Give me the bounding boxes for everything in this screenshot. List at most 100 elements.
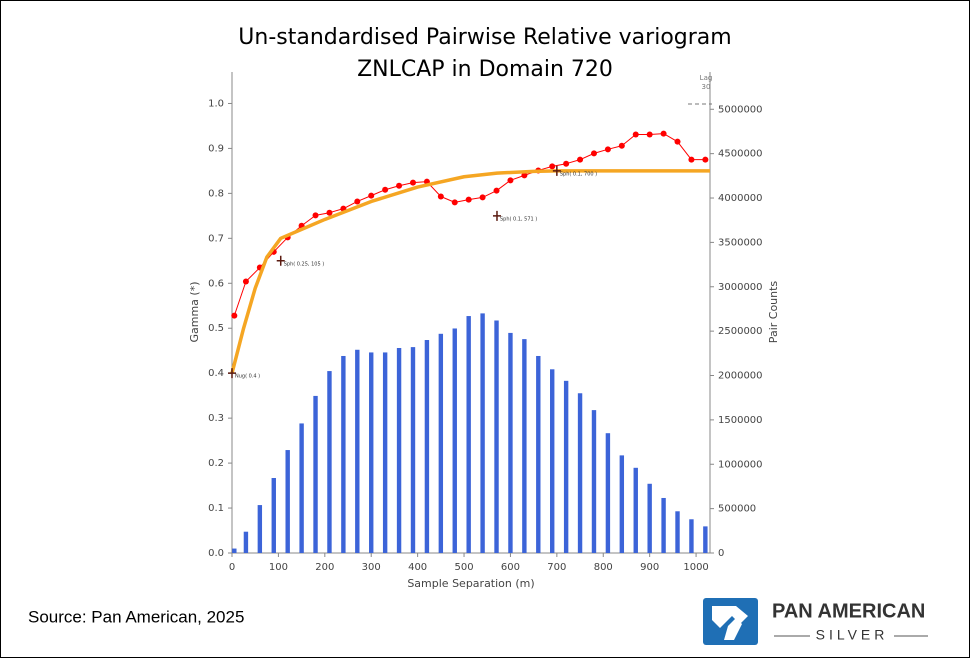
bar — [257, 505, 263, 553]
point — [451, 199, 458, 206]
bar — [661, 497, 666, 553]
y2-tick-label: 1000000 — [718, 459, 763, 470]
bar — [577, 393, 583, 553]
logo: PAN AMERICAN SILVER — [703, 598, 928, 645]
point — [409, 179, 416, 186]
logo-shape — [724, 618, 742, 640]
bar — [522, 339, 527, 553]
bar — [369, 352, 374, 553]
bar — [271, 478, 276, 553]
bar — [438, 333, 444, 553]
point — [312, 212, 319, 219]
bar — [591, 410, 597, 553]
point — [507, 177, 514, 184]
lag-label: Lag — [700, 74, 713, 82]
lag-value: 30 — [702, 83, 711, 91]
bar — [243, 531, 249, 553]
point — [577, 156, 584, 163]
y2-axis-label: Pair Counts — [767, 281, 780, 344]
logo-name: PAN AMERICAN — [772, 600, 925, 622]
y2-tick-label: 3500000 — [718, 237, 763, 248]
point — [521, 172, 528, 179]
point — [688, 156, 695, 163]
y2-tick-label: 500000 — [718, 504, 756, 515]
point — [563, 160, 570, 167]
point — [674, 138, 681, 145]
point — [326, 209, 333, 216]
x-tick-label: 200 — [315, 562, 334, 573]
bar — [285, 450, 290, 553]
point — [396, 182, 403, 189]
x-tick-label: 700 — [547, 562, 566, 573]
y2-tick-label: 0 — [718, 548, 724, 559]
annotation-marker — [552, 165, 561, 176]
chart-subtitle: ZNLCAP in Domain 720 — [357, 57, 613, 82]
x-tick-label: 400 — [408, 562, 427, 573]
y-tick-label: 0.1 — [208, 503, 224, 514]
annotation-marker — [228, 368, 236, 379]
bar — [232, 548, 237, 553]
point — [660, 130, 667, 137]
bar — [689, 519, 694, 553]
bar — [633, 467, 638, 553]
x-tick-label: 300 — [362, 562, 381, 573]
y2-tick-label: 4000000 — [718, 193, 763, 204]
bar — [550, 369, 555, 553]
y-tick-label: 0.0 — [208, 548, 224, 559]
y-tick-label: 0.2 — [208, 458, 224, 469]
y2-tick-label: 2000000 — [718, 371, 763, 382]
point — [437, 193, 444, 200]
x-tick-label: 1000 — [683, 562, 708, 573]
y-tick-label: 0.6 — [208, 278, 224, 289]
point — [549, 163, 556, 170]
bar — [382, 352, 388, 553]
y-tick-label: 0.4 — [208, 368, 224, 379]
y2-tick-label: 4500000 — [718, 149, 763, 160]
point — [493, 187, 500, 194]
x-tick-label: 500 — [454, 562, 473, 573]
y-tick-label: 1.0 — [208, 98, 224, 109]
source: Source: Pan American, 2025 — [28, 607, 244, 626]
bar — [299, 423, 304, 553]
bar — [452, 328, 457, 553]
point — [465, 196, 472, 203]
point — [479, 194, 486, 201]
point — [242, 278, 249, 285]
bar — [480, 313, 485, 553]
bar — [355, 349, 360, 553]
model-line — [230, 169, 710, 374]
annotation-label: Sph( 0.1, 700 ) — [560, 171, 597, 177]
y-tick-label: 0.7 — [208, 233, 224, 244]
logo-sub: SILVER — [816, 627, 889, 643]
annotation-label: Nug( 0.4 ) — [235, 374, 260, 380]
point — [368, 192, 375, 199]
x-axis-label: Sample Separation (m) — [407, 577, 534, 590]
y-tick-label: 0.9 — [208, 143, 224, 154]
bar — [536, 355, 541, 553]
y2-tick-label: 1500000 — [718, 415, 763, 426]
point — [354, 198, 361, 205]
x-tick-label: 100 — [269, 562, 288, 573]
bar — [675, 511, 680, 553]
point — [632, 131, 639, 138]
annotation-marker — [276, 255, 285, 266]
bar — [341, 355, 346, 553]
annotation-marker — [492, 210, 501, 221]
point — [646, 131, 653, 138]
chart-title: Un-standardised Pairwise Relative variog… — [238, 25, 731, 50]
x-tick-label: 0 — [229, 562, 235, 573]
y-tick-label: 0.8 — [208, 188, 224, 199]
bar — [424, 340, 430, 553]
y2-tick-label: 5000000 — [718, 104, 763, 115]
point — [590, 150, 597, 157]
annotation-label: Sph( 0.1, 571 ) — [500, 216, 537, 222]
bar — [619, 455, 625, 553]
y2-tick-label: 3000000 — [718, 282, 763, 293]
bar — [563, 380, 569, 553]
bar — [466, 316, 471, 553]
point — [231, 312, 238, 319]
y-tick-label: 0.5 — [208, 323, 224, 334]
y2-tick-label: 2500000 — [718, 326, 763, 337]
